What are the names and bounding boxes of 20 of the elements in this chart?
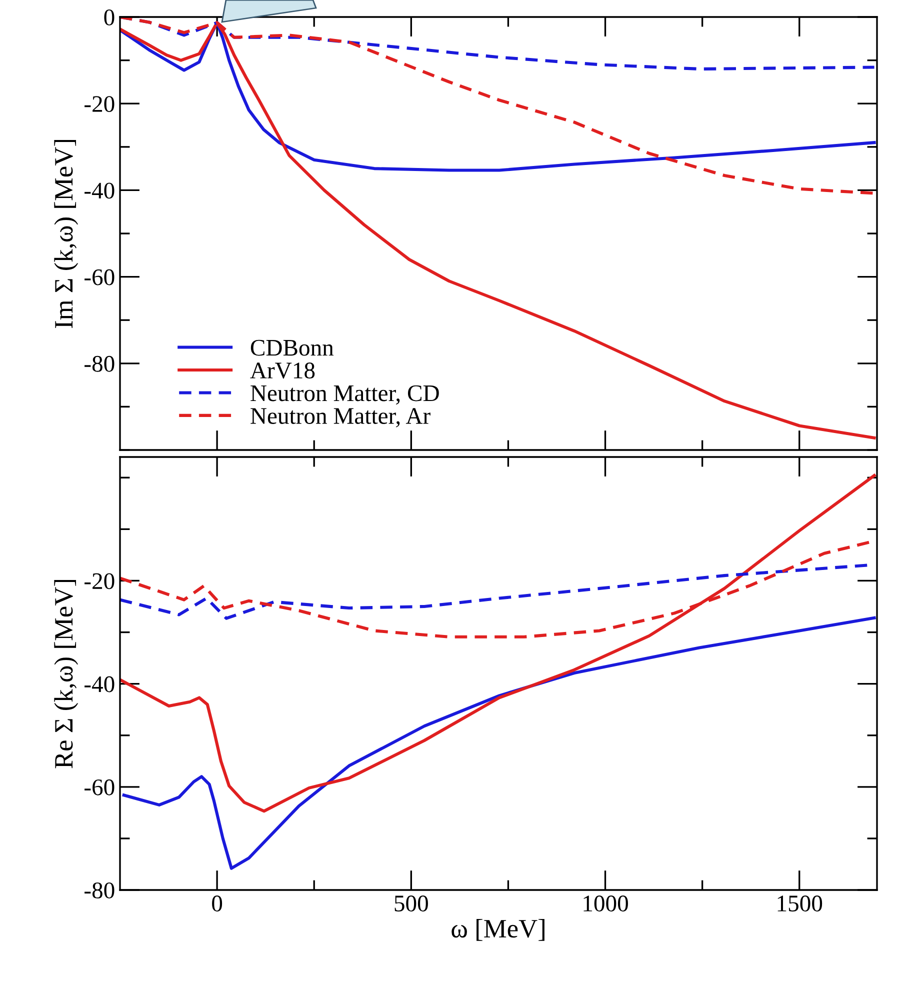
y-axis-title: Im Σ (k,ω) [MeV] xyxy=(54,140,78,328)
y-tick-label: -40 xyxy=(84,182,114,199)
x-tick-label: 500 xyxy=(394,896,428,912)
y-tick-label: -20 xyxy=(84,573,114,590)
y-tick-label: -60 xyxy=(84,269,114,286)
x-tick-label: 1000 xyxy=(584,896,628,912)
x-tick-label: 1500 xyxy=(778,896,822,912)
x-tick-label: 0 xyxy=(212,896,222,912)
y-tick-label: -20 xyxy=(84,96,114,112)
y-axis-title: Re Σ (k,ω) [MeV] xyxy=(54,580,78,768)
x-axis-title: ω [MeV] xyxy=(452,919,544,941)
legend-label: CDBonn xyxy=(250,340,334,356)
y-tick-label: -40 xyxy=(84,676,114,692)
y-tick-label: -80 xyxy=(84,882,114,898)
legend-label: Neutron Matter, Ar xyxy=(250,408,430,428)
y-tick-label: -60 xyxy=(84,779,114,796)
legend-label: Neutron Matter, CD xyxy=(250,385,439,405)
y-tick-label: -80 xyxy=(84,356,114,372)
legend-label: ArV18 xyxy=(250,362,315,379)
y-tick-label: 0 xyxy=(104,9,114,26)
